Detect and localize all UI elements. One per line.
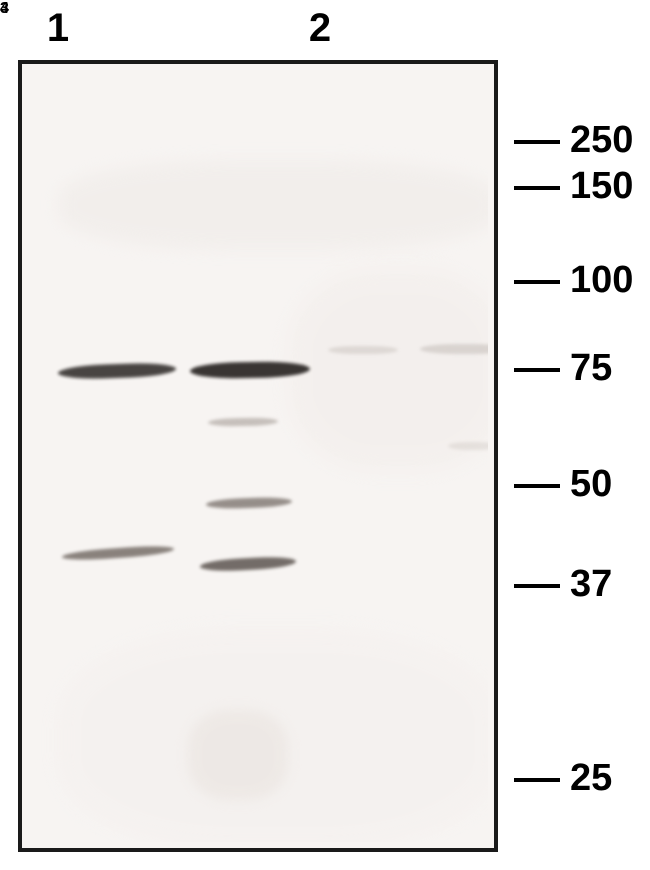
- lane-label-2: 2: [300, 6, 340, 51]
- lane-label-4: 4: [0, 0, 9, 18]
- mw-label: 50: [570, 463, 612, 506]
- lane-label-text: 2: [309, 6, 331, 50]
- protein-band: [420, 344, 488, 354]
- mw-label: 75: [570, 347, 612, 390]
- protein-band: [58, 362, 176, 380]
- membrane-smudge: [288, 270, 488, 470]
- mw-value: 150: [570, 165, 633, 207]
- protein-band: [328, 346, 398, 354]
- mw-label: 25: [570, 757, 612, 800]
- lane-label-text: 1: [47, 6, 69, 50]
- mw-tick: [514, 584, 560, 588]
- mw-tick: [514, 778, 560, 782]
- lane-label-text: 4: [0, 0, 9, 17]
- mw-value: 37: [570, 563, 612, 605]
- mw-value: 100: [570, 259, 633, 301]
- protein-band: [62, 544, 174, 562]
- membrane-smudge: [188, 710, 288, 800]
- blot-frame: [18, 60, 498, 852]
- mw-tick: [514, 140, 560, 144]
- mw-value: 25: [570, 757, 612, 799]
- mw-label: 250: [570, 119, 633, 162]
- mw-tick: [514, 368, 560, 372]
- mw-value: 50: [570, 463, 612, 505]
- mw-tick: [514, 484, 560, 488]
- mw-value: 250: [570, 119, 633, 161]
- protein-band: [206, 496, 292, 509]
- mw-label: 37: [570, 563, 612, 606]
- protein-band: [208, 417, 278, 426]
- blot-membrane: [28, 70, 488, 842]
- mw-tick: [514, 280, 560, 284]
- mw-label: 100: [570, 259, 633, 302]
- protein-band: [448, 442, 488, 450]
- western-blot-figure: { "canvas": { "width": 650, "height": 87…: [0, 0, 650, 870]
- membrane-smudge: [58, 160, 488, 250]
- mw-value: 75: [570, 347, 612, 389]
- mw-tick: [514, 186, 560, 190]
- lane-label-1: 1: [38, 6, 78, 51]
- mw-label: 150: [570, 165, 633, 208]
- protein-band: [200, 555, 296, 572]
